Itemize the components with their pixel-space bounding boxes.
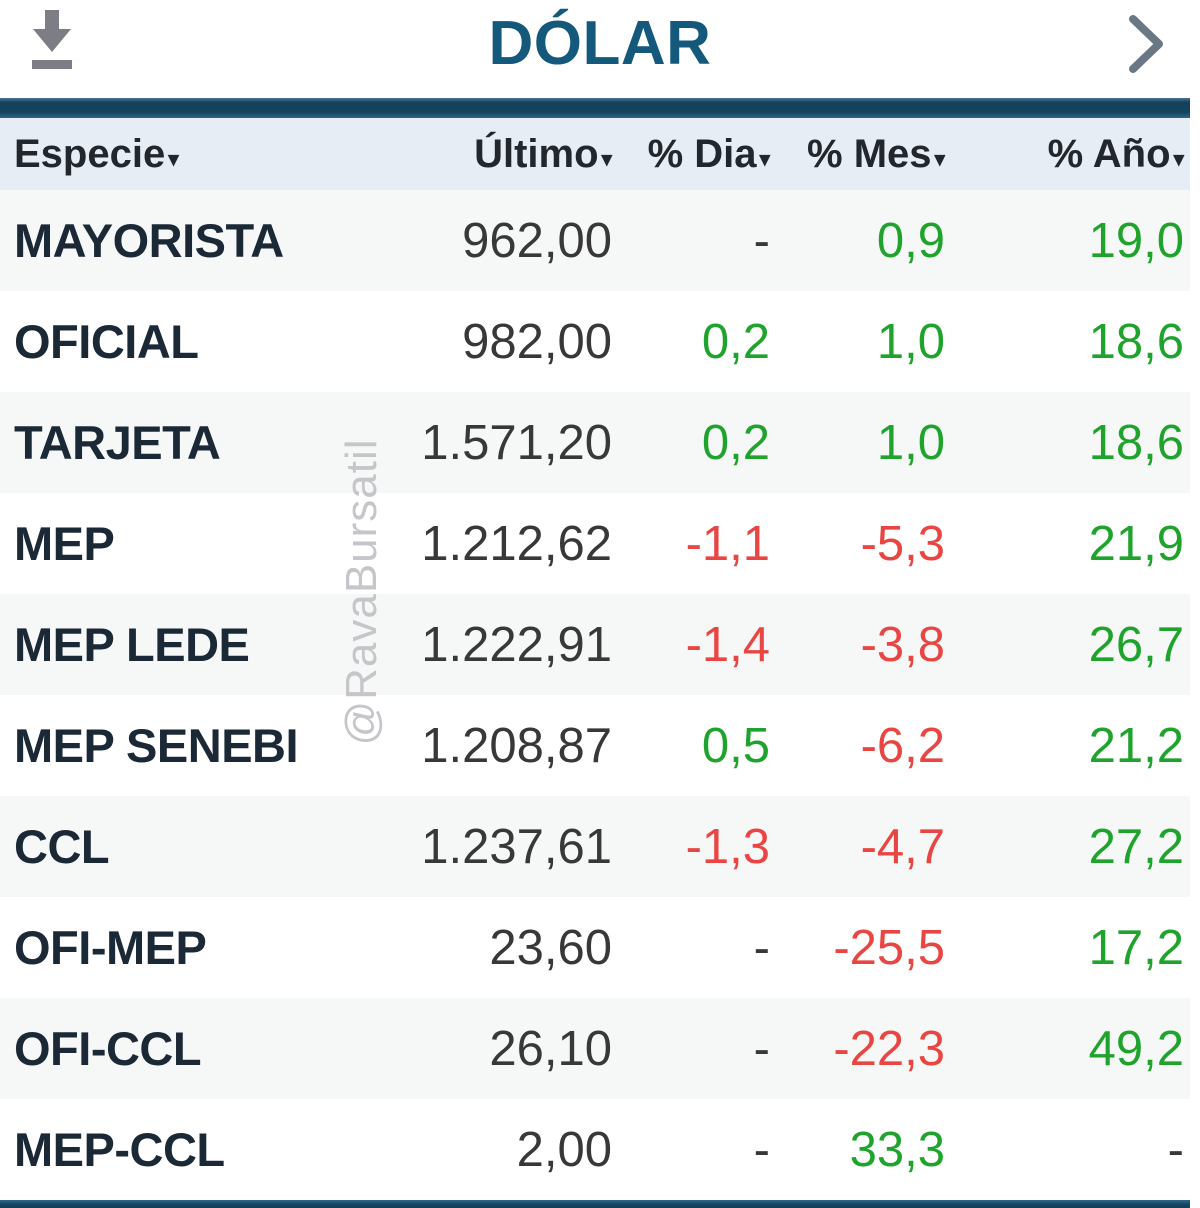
cell-especie: MEP-CCL bbox=[14, 1123, 225, 1176]
cell-especie: MEP LEDE bbox=[14, 618, 250, 671]
table-header-row: Especie ▾ Último ▾ % Dia ▾ % Mes ▾ % Año ▾ bbox=[0, 118, 1190, 190]
column-label: Último bbox=[474, 131, 599, 176]
sort-descending-icon: ▾ bbox=[934, 147, 945, 171]
cell-pct-mes: -25,5 bbox=[833, 920, 945, 975]
cell-ultimo: 1.212,62 bbox=[421, 516, 612, 571]
cell-pct-mes: -3,8 bbox=[860, 617, 945, 672]
cell-pct-ano: 17,2 bbox=[1088, 920, 1184, 975]
cell-pct-mes: -6,2 bbox=[860, 718, 945, 773]
cell-pct-dia: 0,2 bbox=[701, 415, 770, 470]
cell-pct-ano: 19,0 bbox=[1088, 213, 1184, 268]
cell-pct-dia: -1,1 bbox=[685, 516, 770, 571]
cell-ultimo: 962,00 bbox=[462, 213, 612, 268]
sort-descending-icon: ▾ bbox=[1173, 147, 1184, 171]
cell-pct-ano: 21,2 bbox=[1088, 718, 1184, 773]
cell-pct-mes: -4,7 bbox=[860, 819, 945, 874]
cell-ultimo: 2,00 bbox=[516, 1122, 612, 1177]
cell-pct-mes: 33,3 bbox=[849, 1122, 945, 1177]
column-label: % Dia bbox=[647, 131, 757, 176]
table-row-tarjeta[interactable]: TARJETA 1.571,20 0,2 1,0 18,6 bbox=[0, 392, 1190, 493]
cell-pct-ano: - bbox=[1167, 1122, 1184, 1177]
cell-pct-ano: 49,2 bbox=[1088, 1021, 1184, 1076]
cell-especie: TARJETA bbox=[14, 416, 221, 469]
cell-pct-ano: 18,6 bbox=[1088, 415, 1184, 470]
cell-pct-ano: 27,2 bbox=[1088, 819, 1184, 874]
cell-pct-dia: - bbox=[753, 213, 770, 268]
cell-pct-dia: 0,5 bbox=[701, 718, 770, 773]
column-label: % Año bbox=[1047, 131, 1171, 176]
cell-ultimo: 1.222,91 bbox=[421, 617, 612, 672]
table-row-mayorista[interactable]: MAYORISTA 962,00 - 0,9 19,0 bbox=[0, 190, 1190, 291]
column-header-ultimo[interactable]: Último ▾ bbox=[334, 132, 612, 177]
table-row-mep-ccl[interactable]: MEP-CCL 2,00 - 33,3 - bbox=[0, 1099, 1190, 1200]
cell-ultimo: 1.571,20 bbox=[421, 415, 612, 470]
cell-pct-mes: -22,3 bbox=[833, 1021, 945, 1076]
next-widget-button[interactable] bbox=[1128, 14, 1166, 77]
cell-especie: MAYORISTA bbox=[14, 214, 284, 267]
table-row-ofi-mep[interactable]: OFI-MEP 23,60 - -25,5 17,2 bbox=[0, 897, 1190, 998]
column-header-pct-mes[interactable]: % Mes ▾ bbox=[770, 132, 945, 177]
column-header-pct-dia[interactable]: % Dia ▾ bbox=[612, 132, 770, 177]
column-label: % Mes bbox=[807, 131, 932, 176]
sort-descending-icon: ▾ bbox=[168, 147, 179, 171]
cell-pct-dia: -1,3 bbox=[685, 819, 770, 874]
cell-pct-ano: 18,6 bbox=[1088, 314, 1184, 369]
cell-ultimo: 1.208,87 bbox=[421, 718, 612, 773]
table-body: MAYORISTA 962,00 - 0,9 19,0 OFICIAL 982,… bbox=[0, 190, 1190, 1200]
cell-ultimo: 1.237,61 bbox=[421, 819, 612, 874]
widget-title: DÓLAR bbox=[488, 9, 712, 78]
table-row-ccl[interactable]: CCL 1.237,61 -1,3 -4,7 27,2 bbox=[0, 796, 1190, 897]
cell-pct-dia: -1,4 bbox=[685, 617, 770, 672]
cell-especie: CCL bbox=[14, 820, 110, 873]
column-header-especie[interactable]: Especie ▾ bbox=[0, 132, 334, 177]
bottom-border bbox=[0, 1200, 1190, 1208]
cell-pct-mes: 0,9 bbox=[876, 213, 945, 268]
column-label: Especie bbox=[14, 131, 166, 176]
cell-ultimo: 26,10 bbox=[489, 1021, 612, 1076]
cell-especie: OFI-MEP bbox=[14, 921, 207, 974]
header-divider bbox=[0, 98, 1190, 118]
cell-pct-dia: - bbox=[753, 920, 770, 975]
download-icon bbox=[24, 10, 80, 75]
table-row-mep-lede[interactable]: MEP LEDE 1.222,91 -1,4 -3,8 26,7 bbox=[0, 594, 1190, 695]
table-row-mep[interactable]: MEP 1.212,62 -1,1 -5,3 21,9 bbox=[0, 493, 1190, 594]
cell-pct-mes: 1,0 bbox=[876, 415, 945, 470]
download-button[interactable] bbox=[24, 8, 80, 75]
cell-especie: OFICIAL bbox=[14, 315, 199, 368]
cell-pct-mes: 1,0 bbox=[876, 314, 945, 369]
widget-topbar: DÓLAR bbox=[0, 0, 1200, 98]
chevron-right-icon bbox=[1128, 15, 1166, 77]
table-row-mep-senebi[interactable]: MEP SENEBI 1.208,87 0,5 -6,2 21,2 bbox=[0, 695, 1190, 796]
cell-pct-mes: -5,3 bbox=[860, 516, 945, 571]
cell-pct-dia: 0,2 bbox=[701, 314, 770, 369]
cell-pct-ano: 26,7 bbox=[1088, 617, 1184, 672]
cell-pct-dia: - bbox=[753, 1021, 770, 1076]
cell-especie: MEP bbox=[14, 517, 115, 570]
cell-ultimo: 982,00 bbox=[462, 314, 612, 369]
sort-descending-icon: ▾ bbox=[759, 147, 770, 171]
column-header-pct-ano[interactable]: % Año ▾ bbox=[945, 132, 1190, 177]
cell-pct-dia: - bbox=[753, 1122, 770, 1177]
cell-especie: MEP SENEBI bbox=[14, 719, 299, 772]
cell-ultimo: 23,60 bbox=[489, 920, 612, 975]
cell-especie: OFI-CCL bbox=[14, 1022, 202, 1075]
sort-descending-icon: ▾ bbox=[601, 147, 612, 171]
table-row-oficial[interactable]: OFICIAL 982,00 0,2 1,0 18,6 bbox=[0, 291, 1190, 392]
table-row-ofi-ccl[interactable]: OFI-CCL 26,10 - -22,3 49,2 bbox=[0, 998, 1190, 1099]
cell-pct-ano: 21,9 bbox=[1088, 516, 1184, 571]
